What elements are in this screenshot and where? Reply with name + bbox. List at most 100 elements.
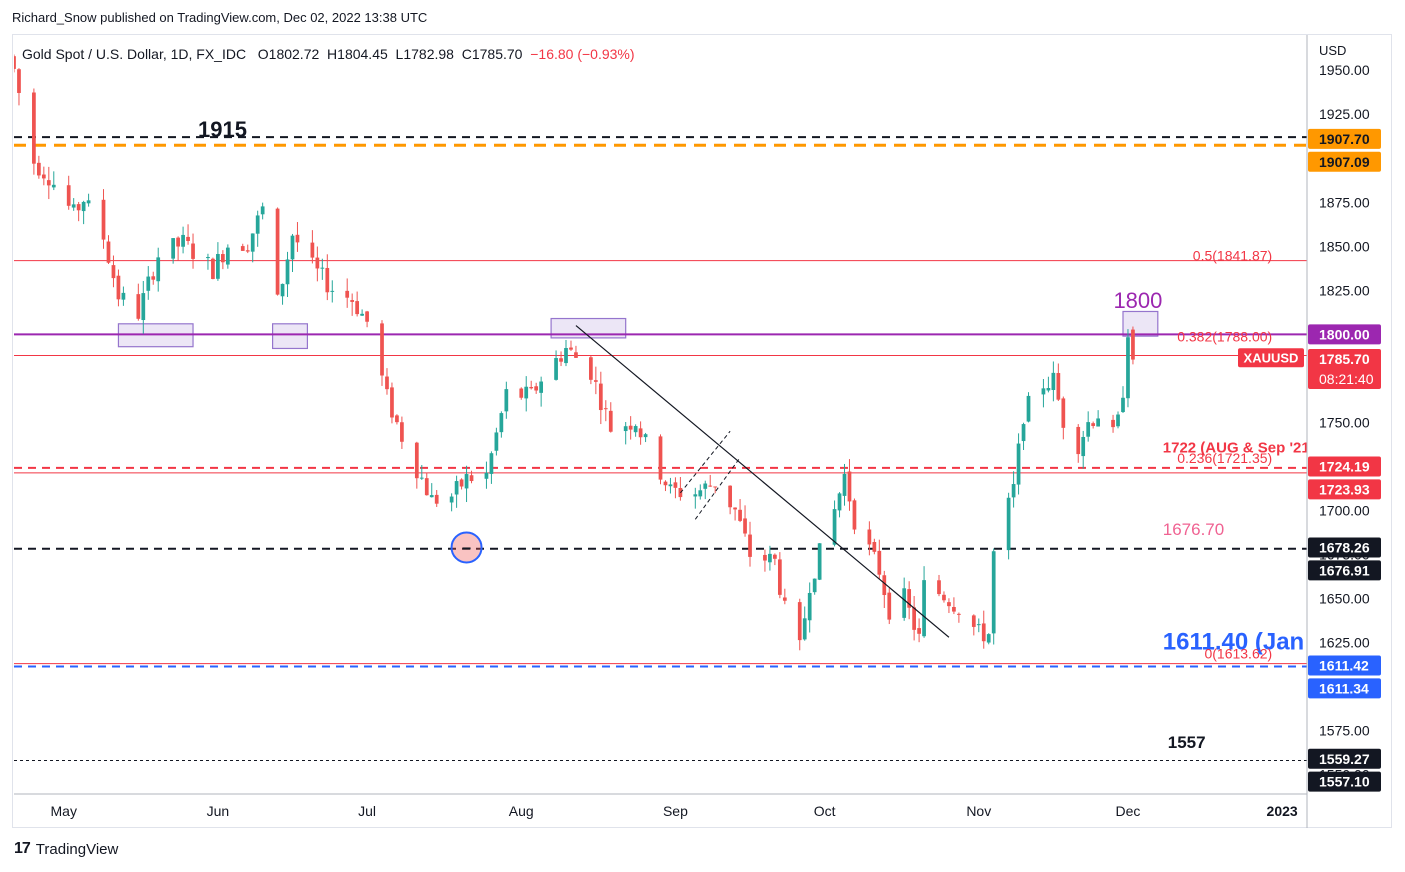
candle-body — [37, 162, 41, 176]
candle-body — [589, 357, 593, 380]
candle — [623, 422, 628, 445]
annotation-label-7: 1611.40 (Jan 20 — [1163, 629, 1338, 656]
candle — [380, 320, 384, 386]
candle-body — [1081, 436, 1086, 457]
candle — [773, 553, 777, 566]
price-badge: 1611.42 — [1308, 655, 1381, 676]
candle — [698, 484, 703, 500]
candle-body — [638, 428, 643, 438]
candle-body — [1131, 329, 1135, 360]
candle — [459, 478, 464, 490]
candle — [221, 250, 225, 270]
candle — [315, 246, 320, 282]
candle — [285, 251, 290, 298]
price-badge: 1907.09 — [1308, 151, 1381, 172]
x-tick-label: May — [51, 803, 77, 819]
candle — [643, 432, 648, 443]
x-tick-label: Aug — [509, 803, 534, 819]
price-badge-text: 1557.10 — [1319, 774, 1370, 790]
candle — [1061, 396, 1066, 440]
y-tick-label: 1875.00 — [1319, 194, 1370, 210]
candle-body — [489, 453, 494, 474]
candle-body — [663, 481, 668, 486]
candle — [51, 171, 56, 191]
candle-body — [360, 313, 364, 316]
candle — [1056, 363, 1061, 402]
candle — [633, 424, 638, 437]
candle-body — [1116, 414, 1120, 427]
candle — [191, 233, 195, 269]
support-zone-1 — [272, 323, 309, 350]
candle-body — [414, 442, 419, 479]
candle — [877, 539, 882, 580]
candle — [628, 416, 633, 440]
annotation-label-8: 0(1613.62) — [1204, 645, 1272, 661]
candle-body — [1061, 398, 1066, 428]
candle-body — [365, 311, 369, 322]
candle-body — [1126, 337, 1130, 399]
candle — [216, 242, 220, 281]
candle-body — [325, 267, 330, 293]
candle-body — [211, 258, 215, 279]
candle-body — [86, 200, 91, 204]
candle-body — [703, 483, 708, 489]
candle — [519, 387, 524, 400]
candle — [280, 283, 285, 305]
candle — [499, 411, 504, 438]
price-badge-bg — [1308, 456, 1381, 477]
y-tick-label: 1950.00 — [1319, 62, 1370, 78]
candle — [489, 451, 494, 484]
candle — [469, 470, 474, 484]
candle-body — [111, 265, 116, 279]
candle-body — [947, 602, 951, 607]
candle-body — [519, 388, 524, 398]
price-badge: 1557.10 — [1308, 771, 1381, 792]
legend-high: H1804.45 — [327, 46, 388, 62]
candle — [559, 351, 563, 367]
candle — [922, 566, 926, 638]
candle — [46, 166, 51, 200]
candle-body — [280, 283, 285, 297]
candle — [275, 207, 280, 296]
candle-body — [981, 623, 986, 642]
candle-body — [424, 478, 429, 496]
candle — [434, 490, 439, 507]
candle-body — [539, 381, 544, 393]
candle — [1116, 411, 1120, 429]
currency-label: USD — [1319, 43, 1346, 58]
candle-body — [206, 257, 210, 259]
candle — [1076, 424, 1081, 463]
candle-body — [136, 294, 141, 319]
candle — [991, 548, 996, 645]
candle-body — [459, 479, 464, 487]
candle-body — [768, 553, 772, 563]
candle — [76, 201, 81, 222]
candle — [151, 271, 156, 285]
candle — [419, 464, 424, 480]
annotation-label-2: 1800 — [1113, 288, 1162, 313]
footer[interactable]: 17 TradingView — [14, 840, 118, 858]
candle-body — [529, 386, 534, 389]
candle-body — [817, 543, 822, 580]
x-tick-label: Nov — [966, 803, 991, 819]
candle-body — [1086, 422, 1091, 437]
candle-body — [991, 551, 996, 634]
candle-body — [1091, 423, 1096, 426]
candle-body — [141, 293, 146, 321]
candle-body — [320, 267, 325, 269]
price-badge-bg — [1308, 771, 1381, 792]
candle-body — [842, 473, 847, 496]
candle — [663, 480, 668, 492]
x-tick-label: 2023 — [1267, 803, 1298, 819]
price-badge-bg — [1308, 678, 1381, 699]
candle — [912, 595, 916, 641]
candle-body — [151, 276, 156, 280]
price-badge-bg — [1308, 324, 1381, 345]
candle-body — [713, 486, 718, 488]
candle-body — [564, 347, 568, 364]
candle — [141, 280, 146, 334]
candle-body — [350, 300, 355, 302]
candle — [390, 382, 394, 424]
candle-body — [633, 426, 638, 433]
